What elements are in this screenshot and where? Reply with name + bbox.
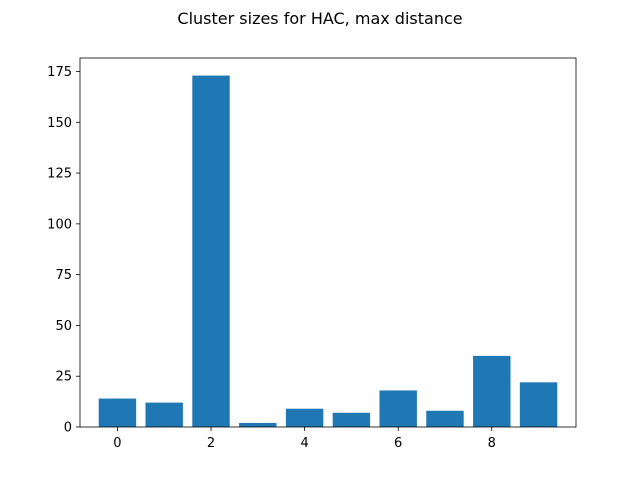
x-tick-label-8: 8 [488,436,496,451]
y-tick-label-150: 150 [47,116,72,131]
y-tick-label-125: 125 [47,167,72,182]
x-tick-label-2: 2 [207,436,215,451]
y-tick-label-25: 25 [55,370,72,385]
y-tick-label-75: 75 [55,268,72,283]
y-tick-label-50: 50 [55,319,72,334]
bar-6 [379,390,417,427]
bar-3 [239,422,277,427]
x-tick-label-0: 0 [113,436,121,451]
chart-title: Cluster sizes for HAC, max distance [177,9,462,28]
bar-8 [473,355,511,427]
plot-area: 0 2 4 6 8 0 25 50 75 100 125 150 175 [47,57,577,451]
y-tick-label-100: 100 [47,217,72,232]
x-tick-label-4: 4 [300,436,308,451]
bar-5 [332,412,371,427]
y-tick-label-0: 0 [64,421,72,436]
bar-4 [285,408,324,427]
bar-1 [145,402,183,427]
bar-7 [426,410,464,427]
y-tick-label-175: 175 [47,65,72,80]
bar-9 [519,382,558,427]
axes-frame [79,57,577,428]
x-tick-label-6: 6 [394,436,402,451]
bar-2 [192,75,230,427]
bar-0 [98,398,137,427]
